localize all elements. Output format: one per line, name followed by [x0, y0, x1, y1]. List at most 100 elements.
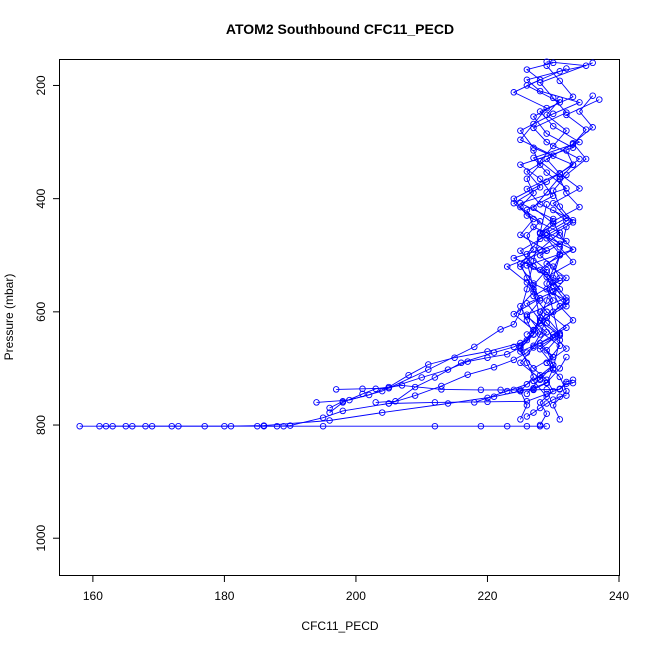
data-point: [510, 254, 518, 262]
data-point: [549, 331, 557, 338]
data-point: [392, 398, 399, 405]
data-point: [326, 409, 333, 416]
data-point: [536, 317, 544, 325]
data-point: [326, 404, 333, 412]
data-point: [536, 342, 544, 350]
data-point: [556, 240, 564, 248]
data-point: [556, 331, 564, 338]
data-point: [589, 124, 596, 131]
data-point: [536, 218, 544, 225]
data-point: [438, 386, 445, 393]
data-point: [536, 229, 544, 236]
data-point: [313, 399, 320, 406]
data-point: [556, 373, 564, 381]
data-point: [576, 108, 583, 115]
data-point: [523, 317, 531, 324]
data-point: [517, 247, 524, 254]
data-point: [563, 127, 570, 134]
data-point: [556, 203, 564, 210]
data-point: [372, 399, 379, 406]
data-point: [563, 218, 570, 225]
x-tick-label: 240: [609, 589, 629, 603]
data-point: [510, 310, 518, 318]
data-point: [510, 195, 518, 202]
data-point: [543, 62, 550, 69]
data-point: [563, 302, 570, 310]
data-point: [543, 393, 550, 400]
data-point: [517, 127, 524, 134]
data-point: [569, 161, 577, 168]
data-point: [530, 120, 537, 128]
data-point: [523, 401, 531, 409]
data-point: [543, 111, 550, 119]
data-point: [510, 321, 518, 328]
data-point: [523, 262, 531, 269]
data-point: [549, 353, 557, 361]
data-point: [549, 288, 557, 296]
data-point: [517, 302, 524, 310]
data-point: [76, 422, 83, 430]
data-point: [431, 374, 439, 381]
data-point: [431, 399, 439, 406]
data-point: [530, 223, 537, 231]
data-point: [530, 331, 537, 338]
data-point: [530, 246, 537, 253]
data-point: [556, 416, 564, 423]
data-point: [530, 326, 537, 334]
data-point: [543, 422, 550, 430]
data-point: [326, 417, 333, 424]
data-point: [286, 422, 294, 429]
data-point: [477, 422, 485, 430]
data-point: [543, 285, 550, 293]
data-point: [517, 161, 524, 168]
data-point: [517, 345, 524, 352]
data-point: [510, 356, 518, 364]
data-point: [523, 274, 531, 282]
data-point: [563, 237, 570, 245]
data-point: [556, 365, 564, 372]
data-point: [523, 285, 531, 293]
x-tick-label: 220: [477, 589, 497, 603]
data-point: [444, 400, 452, 407]
y-tick-label: 200: [34, 75, 48, 95]
data-point: [549, 199, 557, 207]
data-point: [523, 175, 531, 183]
data-point: [543, 247, 550, 254]
data-point: [523, 381, 531, 388]
data-point: [543, 266, 550, 274]
data-point: [221, 422, 228, 430]
data-point: [543, 229, 550, 236]
data-point: [523, 185, 531, 193]
data-point: [556, 232, 564, 239]
data-point: [543, 104, 550, 112]
data-point: [142, 422, 149, 430]
data-point: [254, 422, 261, 430]
data-point: [569, 93, 577, 101]
data-point: [582, 62, 590, 69]
data-point: [444, 366, 452, 373]
data-point: [563, 353, 570, 361]
data-point: [536, 328, 544, 335]
data-point: [457, 359, 465, 367]
data-point: [398, 382, 406, 389]
y-axis: 200 400 600 800 1000: [34, 75, 60, 552]
data-point: [543, 260, 550, 267]
series-line: [375, 255, 561, 403]
x-axis-label: CFC11_PECD: [301, 619, 378, 633]
series-22: [543, 147, 583, 423]
data-point: [359, 385, 366, 393]
data-point: [543, 347, 550, 354]
series-line: [500, 382, 574, 391]
data-point: [596, 96, 603, 103]
series-layer: [76, 58, 603, 430]
data-point: [563, 392, 570, 399]
data-point: [517, 231, 524, 239]
data-point: [543, 376, 550, 384]
data-point: [471, 399, 478, 406]
data-point: [543, 297, 550, 304]
data-point: [96, 422, 103, 430]
data-point: [576, 185, 583, 192]
data-point: [543, 130, 550, 137]
data-point: [556, 393, 564, 400]
